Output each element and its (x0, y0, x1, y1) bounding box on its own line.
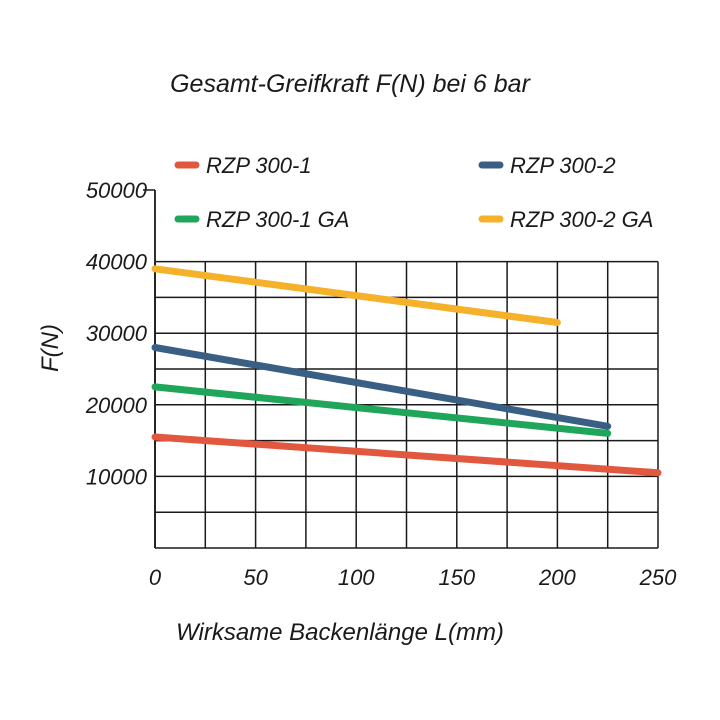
y-tick-label: 10000 (86, 464, 148, 489)
legend-label: RZP 300-1 GA (206, 207, 349, 232)
legend-label: RZP 300-2 GA (510, 207, 653, 232)
chart-title: Gesamt-Greifkraft F(N) bei 6 bar (170, 70, 531, 98)
x-tick-label: 0 (149, 565, 162, 590)
legend-label: RZP 300-2 (510, 153, 616, 178)
grid (143, 189, 659, 549)
series-line (151, 265, 561, 326)
legend-label: RZP 300-1 (206, 153, 312, 178)
x-tick-label: 50 (243, 565, 268, 590)
x-tick-label: 200 (538, 565, 576, 590)
y-tick-label: 50000 (86, 178, 148, 203)
y-tick-label: 20000 (85, 393, 148, 418)
series-lines (151, 265, 662, 477)
y-tick-label: 40000 (86, 250, 148, 275)
x-ticks: 0 50 100 150 200 250 (149, 565, 677, 590)
x-tick-label: 100 (338, 565, 375, 590)
series-line (151, 433, 662, 477)
y-ticks: 10000 20000 30000 40000 50000 (85, 178, 148, 489)
series-line (151, 383, 612, 437)
x-tick-label: 250 (639, 565, 677, 590)
y-tick-label: 30000 (86, 321, 148, 346)
x-tick-label: 150 (438, 565, 475, 590)
y-axis-label: F(N) (37, 324, 64, 372)
legend: RZP 300-1 RZP 300-2 RZP 300-1 GA RZP 300-2 … (174, 153, 653, 232)
x-axis-label: Wirksame Backenlänge L(mm) (176, 619, 504, 646)
series-line (151, 344, 612, 430)
